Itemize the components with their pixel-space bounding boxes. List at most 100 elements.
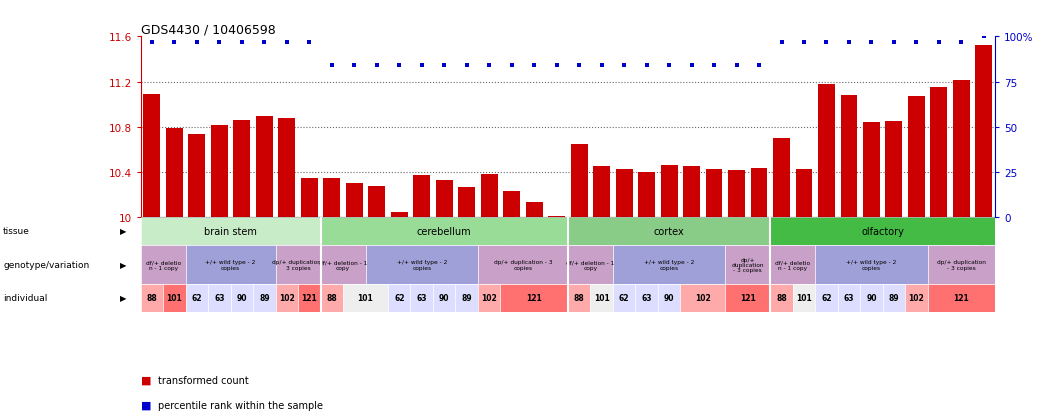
Bar (571, 145, 588, 218)
Bar (164, 285, 185, 312)
Text: individual: individual (3, 294, 48, 303)
Text: 102: 102 (909, 294, 924, 303)
Bar (210, 125, 228, 218)
Bar (208, 285, 230, 312)
Bar (750, 168, 768, 218)
Bar (275, 285, 298, 312)
Text: df/+ deletio
n - 1 copy: df/+ deletio n - 1 copy (775, 260, 811, 270)
Bar (684, 167, 700, 218)
Text: GDS4430 / 10406598: GDS4430 / 10406598 (141, 23, 275, 36)
Text: +/+ wild type - 2
copies: +/+ wild type - 2 copies (397, 260, 447, 270)
Bar (725, 285, 770, 312)
Bar (725, 245, 770, 285)
Text: cortex: cortex (653, 226, 685, 236)
Text: 89: 89 (889, 294, 899, 303)
Bar (770, 218, 995, 245)
Text: 101: 101 (357, 294, 373, 303)
Bar (863, 123, 879, 218)
Text: +/+ wild type - 2
copies: +/+ wild type - 2 copies (846, 260, 896, 270)
Bar (141, 218, 321, 245)
Text: df/+ deletio
n - 1 copy: df/+ deletio n - 1 copy (146, 260, 180, 270)
Bar (433, 285, 455, 312)
Text: ▶: ▶ (120, 227, 126, 236)
Text: 90: 90 (866, 294, 876, 303)
Bar (526, 202, 543, 218)
Bar (275, 245, 321, 285)
Bar (233, 121, 250, 218)
Bar (321, 245, 366, 285)
Text: cerebellum: cerebellum (417, 226, 472, 236)
Text: 63: 63 (214, 294, 225, 303)
Bar (680, 285, 725, 312)
Bar (568, 245, 613, 285)
Bar (591, 285, 613, 312)
Text: df/+ deletion - 1
copy: df/+ deletion - 1 copy (319, 260, 367, 270)
Text: 62: 62 (619, 294, 629, 303)
Bar (568, 285, 591, 312)
Text: 88: 88 (776, 294, 787, 303)
Bar (480, 175, 498, 218)
Bar (391, 212, 407, 218)
Bar (256, 116, 273, 218)
Bar (185, 245, 275, 285)
Bar (795, 169, 813, 218)
Bar (770, 245, 815, 285)
Bar (321, 285, 343, 312)
Bar (436, 180, 452, 218)
Text: tissue: tissue (3, 227, 30, 236)
Text: brain stem: brain stem (204, 226, 257, 236)
Bar (253, 285, 275, 312)
Bar (883, 285, 905, 312)
Bar (458, 188, 475, 218)
Text: 62: 62 (821, 294, 832, 303)
Bar (815, 285, 838, 312)
Bar (478, 285, 500, 312)
Bar (343, 285, 388, 312)
Bar (185, 285, 208, 312)
Bar (346, 184, 363, 218)
Text: dp/+
duplication
- 3 copies: dp/+ duplication - 3 copies (731, 257, 764, 273)
Bar (975, 46, 992, 218)
Bar (144, 95, 160, 218)
Bar (455, 285, 478, 312)
Bar (815, 245, 927, 285)
Bar (728, 171, 745, 218)
Text: 102: 102 (481, 294, 497, 303)
Bar (414, 176, 430, 218)
Text: 121: 121 (740, 294, 755, 303)
Bar (838, 285, 861, 312)
Text: transformed count: transformed count (158, 375, 249, 385)
Text: 90: 90 (237, 294, 247, 303)
Bar (613, 245, 725, 285)
Bar (905, 285, 927, 312)
Bar (841, 96, 858, 218)
Bar (321, 218, 568, 245)
Text: percentile rank within the sample: percentile rank within the sample (158, 400, 323, 410)
Bar (366, 245, 478, 285)
Bar (298, 285, 321, 312)
Bar (908, 97, 925, 218)
Text: olfactory: olfactory (862, 226, 904, 236)
Text: 90: 90 (439, 294, 449, 303)
Text: 102: 102 (279, 294, 295, 303)
Bar (861, 285, 883, 312)
Bar (503, 192, 520, 218)
Text: 62: 62 (192, 294, 202, 303)
Bar (568, 218, 770, 245)
Text: ▶: ▶ (120, 294, 126, 303)
Text: +/+ wild type - 2
copies: +/+ wild type - 2 copies (644, 260, 694, 270)
Bar (278, 119, 295, 218)
Bar (301, 178, 318, 218)
Text: genotype/variation: genotype/variation (3, 260, 90, 269)
Bar (548, 217, 565, 218)
Text: 62: 62 (394, 294, 404, 303)
Bar (166, 128, 182, 218)
Bar (141, 285, 164, 312)
Text: ▶: ▶ (120, 260, 126, 269)
Bar (927, 245, 995, 285)
Text: 102: 102 (695, 294, 711, 303)
Text: ■: ■ (141, 375, 151, 385)
Text: 89: 89 (259, 294, 270, 303)
Bar (636, 285, 658, 312)
Text: dp/+ duplication -
3 copies: dp/+ duplication - 3 copies (272, 260, 324, 270)
